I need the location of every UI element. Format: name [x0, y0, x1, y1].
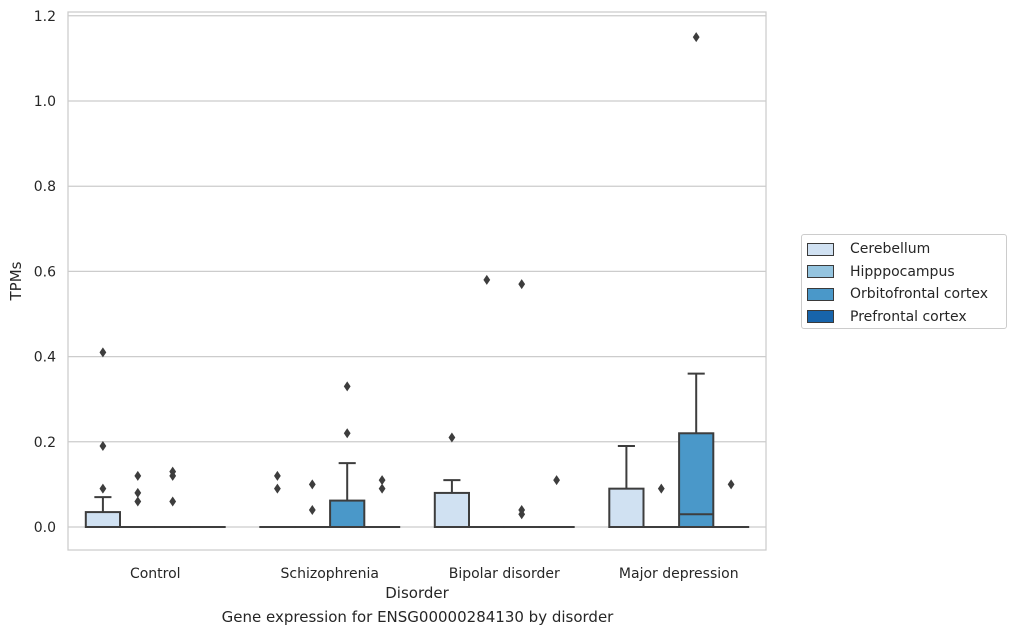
outlier-point [518, 279, 526, 290]
box-orbitofrontal-cortex [329, 462, 366, 529]
legend: Cerebellum Hipppocampus Orbitofrontal cort… [801, 234, 1007, 329]
x-axis-ticks: Control Schizophrenia Bipolar disorder Majo… [130, 566, 739, 582]
legend-label: Cerebellum [850, 241, 931, 258]
legend-label: Prefrontal cortex [850, 308, 967, 325]
legend-label: Hipppocampus [850, 263, 955, 280]
box-body [84, 511, 122, 529]
legend-swatch [807, 287, 834, 301]
boxes [84, 372, 750, 529]
outlier-point [378, 483, 386, 494]
outlier-point [134, 487, 142, 498]
outlier-point [308, 479, 316, 490]
legend-swatch [807, 242, 834, 256]
outlier-point [657, 483, 665, 494]
outlier-point [134, 470, 142, 481]
legend-item: Cerebellum [807, 238, 1006, 261]
y-axis-title: TPMs [7, 261, 25, 301]
outliers [99, 32, 735, 520]
legend-label: Orbitofrontal cortex [850, 286, 988, 303]
outlier-point [274, 483, 281, 494]
legend-item: Orbitofrontal cortex [807, 283, 1006, 306]
box-body [678, 432, 715, 528]
x-axis-title: Disorder [385, 584, 449, 602]
box-cerebellum [608, 445, 645, 529]
outlier-point [518, 504, 526, 515]
y-tick-label: 0.6 [34, 264, 56, 280]
outlier-point [169, 466, 177, 477]
box-body [608, 487, 645, 529]
legend-item: Prefrontal cortex [807, 306, 1006, 329]
y-tick-label: 0.4 [34, 350, 56, 366]
outlier-point [99, 483, 107, 494]
outlier-point [692, 32, 700, 43]
outlier-point [308, 504, 316, 515]
legend-swatch [807, 265, 834, 279]
y-tick-label: 0.0 [34, 520, 56, 536]
y-tick-label: 0.2 [34, 435, 56, 451]
x-tick-label: Schizophrenia [281, 566, 379, 582]
y-tick-label: 0.8 [34, 179, 56, 195]
y-tick-label: 1.0 [34, 94, 56, 110]
outlier-point [99, 347, 107, 358]
outlier-point [169, 496, 177, 507]
x-tick-label: Control [130, 566, 181, 582]
gridlines [68, 15, 766, 528]
chart-caption: Gene expression for ENSG00000284130 by d… [221, 608, 614, 626]
box-orbitofrontal-cortex [678, 372, 715, 528]
outlier-point [727, 479, 735, 490]
legend-item: Hipppocampus [807, 261, 1006, 284]
outlier-point [99, 441, 107, 452]
box-cerebellum [84, 496, 122, 529]
outlier-point [134, 496, 142, 507]
outlier-point [378, 475, 386, 486]
y-axis-ticks: 0.0 0.2 0.4 0.6 0.8 1.0 1.2 [34, 9, 56, 536]
x-tick-label: Major depression [619, 566, 739, 582]
box-body [329, 499, 366, 529]
plot-area-frame [67, 11, 767, 551]
box-cerebellum [433, 479, 471, 529]
outlier-point [343, 381, 351, 392]
outlier-point [553, 475, 560, 486]
outlier-point [448, 432, 456, 443]
y-tick-label: 1.2 [34, 9, 56, 25]
outlier-point [274, 470, 281, 481]
x-tick-label: Bipolar disorder [449, 566, 560, 582]
legend-swatch [807, 310, 834, 324]
box-body [433, 491, 471, 529]
outlier-point [343, 428, 351, 439]
outlier-point [483, 274, 491, 285]
